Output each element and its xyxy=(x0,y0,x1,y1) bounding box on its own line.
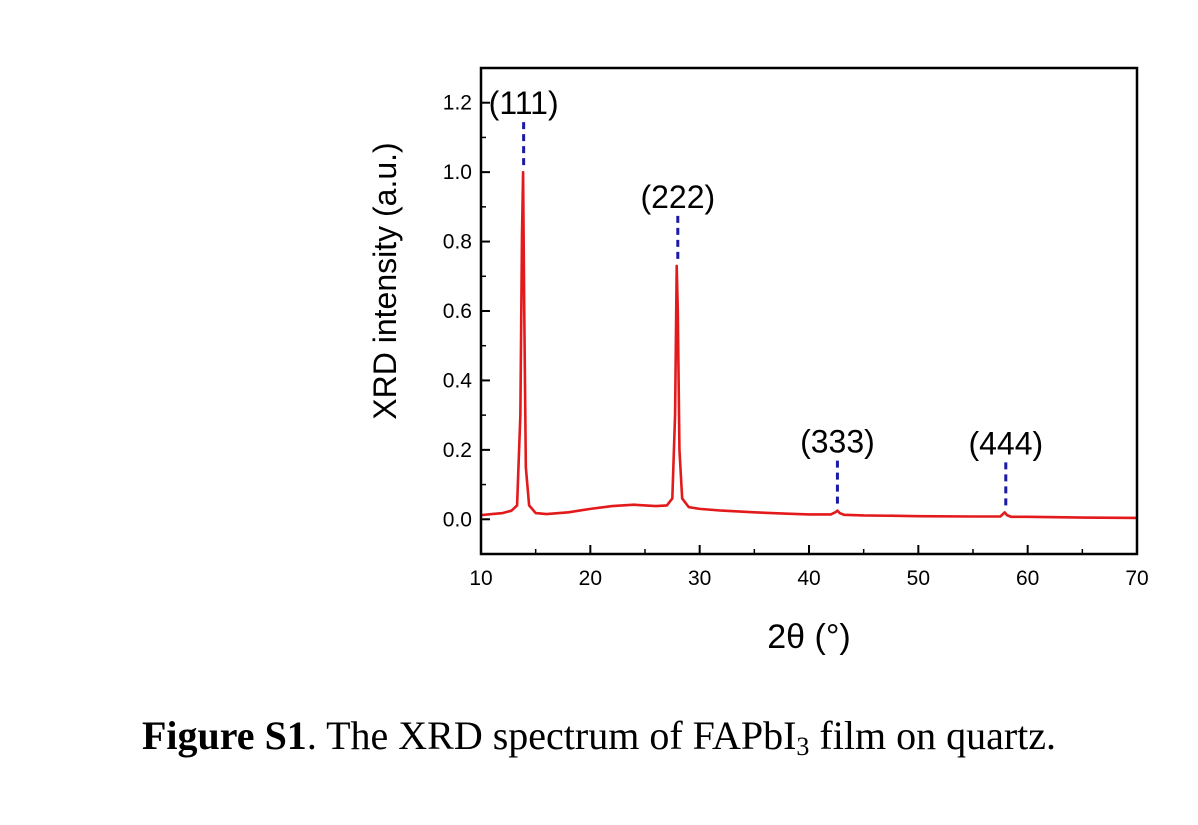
y-tick-label-3: 0.6 xyxy=(443,300,472,323)
peak-label-1: (222) xyxy=(640,179,715,215)
caption-text: . The XRD spectrum of FAPbI xyxy=(306,713,797,758)
caption-subscript: 3 xyxy=(796,732,810,761)
y-tick-label-5: 1.0 xyxy=(443,161,472,184)
peak-label-2: (333) xyxy=(800,424,875,460)
caption-figure-number: Figure S1 xyxy=(141,713,307,758)
y-tick-label-1: 0.2 xyxy=(443,439,472,462)
xrd-chart: (111) (222) (333) (444) 10 20 30 40 50 60 70 0.0 0.… xyxy=(367,66,1149,656)
y-tick-label-6: 1.2 xyxy=(443,92,472,115)
y-tick-label-4: 0.8 xyxy=(443,231,472,254)
y-tick-label-2: 0.4 xyxy=(443,369,473,392)
x-tick-label-3: 40 xyxy=(797,567,820,590)
y-axis-label: XRD intensity (a.u.) xyxy=(367,142,403,419)
peak-label-0: (111) xyxy=(489,85,559,121)
x-tick-label-0: 10 xyxy=(469,567,492,590)
x-axis-label: 2θ (°) xyxy=(767,618,851,656)
caption-end: film on quartz. xyxy=(809,713,1057,758)
series-line-0 xyxy=(480,170,1138,520)
plot-frame xyxy=(479,66,1139,556)
x-tick-label-1: 20 xyxy=(579,567,602,590)
x-tick-label-6: 70 xyxy=(1125,567,1148,590)
y-tick-label-0: 0.0 xyxy=(443,508,472,531)
x-tick-label-2: 30 xyxy=(688,567,711,590)
x-tick-label-5: 60 xyxy=(1016,567,1039,590)
x-tick-label-4: 50 xyxy=(907,567,930,590)
figure-caption: Figure S1. The XRD spectrum of FAPbI3 fi… xyxy=(0,712,1198,762)
peak-label-3: (444) xyxy=(968,425,1043,461)
